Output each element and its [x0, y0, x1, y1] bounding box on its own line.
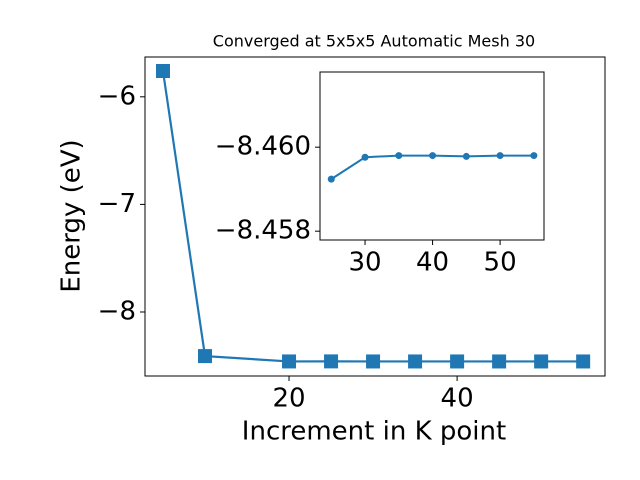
marker — [576, 354, 591, 369]
x-tick-label: 20 — [272, 384, 305, 414]
y-axis-label: Energy (eV) — [57, 139, 87, 292]
y-tick-label: −8.460 — [215, 132, 311, 162]
marker — [324, 354, 339, 369]
marker — [462, 152, 470, 160]
series-line — [161, 70, 584, 363]
x-axis-label: Increment in K point — [242, 417, 506, 447]
marker — [327, 175, 335, 183]
marker — [429, 152, 437, 160]
y-tick-label: −8.458 — [215, 216, 311, 246]
marker — [408, 354, 423, 369]
marker — [395, 152, 403, 160]
x-tick-label: 50 — [484, 248, 517, 278]
y-tick-label: −6 — [98, 81, 136, 111]
x-tick-label: 40 — [441, 384, 474, 414]
x-tick-label: 40 — [416, 248, 449, 278]
marker — [366, 354, 381, 369]
marker — [450, 354, 465, 369]
y-tick-label: −7 — [98, 189, 136, 219]
y-tick-label: −8 — [98, 296, 136, 326]
marker — [282, 354, 297, 369]
marker — [530, 152, 538, 160]
x-tick-label: 30 — [348, 248, 381, 278]
marker — [198, 349, 212, 364]
marker — [492, 354, 507, 369]
marker — [496, 152, 504, 160]
marker — [361, 153, 369, 161]
marker — [534, 354, 549, 369]
marker — [155, 63, 170, 78]
chart-title: Converged at 5x5x5 Automatic Mesh 30 — [213, 32, 535, 51]
